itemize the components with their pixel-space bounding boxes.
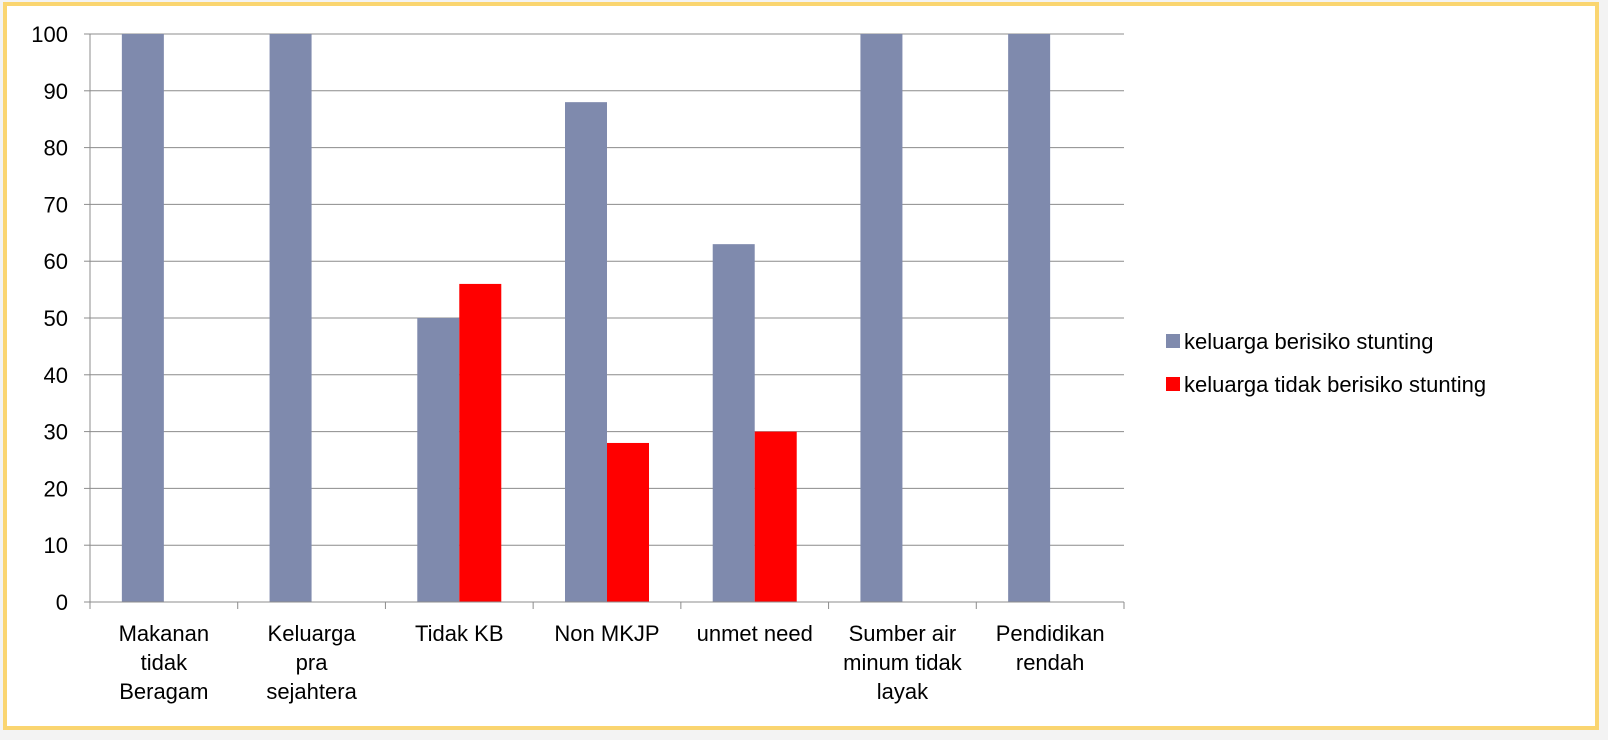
y-tick-label: 80 [44, 136, 68, 161]
bar-berisiko [121, 34, 164, 602]
bar-tidak-berisiko [459, 283, 502, 602]
bar-berisiko [417, 318, 460, 602]
x-category-label: Makanan tidak Beragam [119, 621, 210, 704]
legend-swatch [1166, 377, 1180, 391]
y-tick-label: 60 [44, 249, 68, 274]
y-tick-label: 90 [44, 79, 68, 104]
y-tick-label: 50 [44, 306, 68, 331]
bars [121, 34, 1051, 602]
legend: keluarga berisiko stunting keluarga tidak… [1166, 329, 1486, 397]
y-tick-label: 20 [44, 476, 68, 501]
y-tick-label: 30 [44, 420, 68, 445]
legend-label: keluarga berisiko stunting [1184, 329, 1433, 354]
bar-berisiko [860, 34, 903, 602]
x-category-label: Keluarga pra sejahtera [266, 621, 357, 704]
y-tick-label: 10 [44, 533, 68, 558]
x-category-label: Non MKJP [554, 621, 659, 646]
y-tick-label: 70 [44, 192, 68, 217]
y-tick-label: 100 [31, 22, 68, 47]
legend-label: keluarga tidak berisiko stunting [1184, 372, 1486, 397]
bar-berisiko [712, 244, 755, 602]
bar-tidak-berisiko [607, 442, 649, 602]
gridlines [90, 33, 1124, 546]
chart-frame [3, 2, 1599, 730]
x-axis-categories: Makanan tidak Beragam Keluarga pra sejahtera T… [119, 621, 1105, 704]
x-category-label: unmet need [697, 621, 813, 646]
y-tick-label: 0 [56, 590, 68, 615]
legend-swatch [1166, 334, 1180, 348]
y-axis-ticks: 0 10 20 30 40 50 60 70 80 90 100 [31, 22, 90, 615]
bar-tidak-berisiko [754, 431, 797, 602]
x-category-label: Pendidikan rendah [996, 621, 1105, 675]
bar-berisiko [1008, 34, 1051, 602]
x-category-label: Tidak KB [415, 621, 503, 646]
bar-berisiko [269, 34, 312, 602]
x-category-label: Sumber air minum tidak layak [843, 621, 963, 704]
y-tick-label: 40 [44, 363, 68, 388]
bar-berisiko [565, 102, 607, 602]
